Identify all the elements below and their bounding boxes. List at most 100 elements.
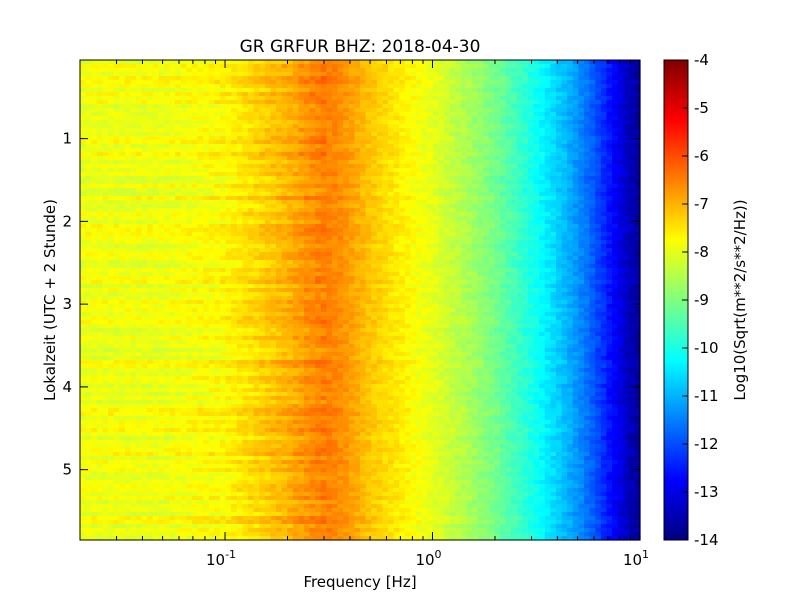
heatmap-cell bbox=[225, 124, 232, 129]
heatmap-cell bbox=[113, 80, 120, 85]
heatmap-cell bbox=[522, 100, 529, 105]
heatmap-cell bbox=[595, 152, 602, 157]
heatmap-cell bbox=[528, 152, 535, 157]
heatmap-cell bbox=[203, 148, 210, 153]
heatmap-cell bbox=[164, 108, 171, 113]
heatmap-cell bbox=[584, 212, 591, 217]
heatmap-cell bbox=[438, 232, 445, 237]
heatmap-cell bbox=[292, 100, 299, 105]
heatmap-cell bbox=[477, 156, 484, 161]
heatmap-cell bbox=[180, 212, 187, 217]
heatmap-cell bbox=[623, 180, 630, 185]
heatmap-cell bbox=[124, 164, 131, 169]
heatmap-cell bbox=[584, 100, 591, 105]
heatmap-cell bbox=[427, 132, 434, 137]
heatmap-cell bbox=[516, 192, 523, 197]
heatmap-cell bbox=[253, 192, 260, 197]
heatmap-cell bbox=[623, 212, 630, 217]
heatmap-cell bbox=[376, 140, 383, 145]
heatmap-cell bbox=[360, 136, 367, 141]
heatmap-cell bbox=[320, 112, 327, 117]
heatmap-cell bbox=[91, 136, 98, 141]
heatmap-cell bbox=[544, 64, 551, 69]
heatmap-cell bbox=[96, 176, 103, 181]
heatmap-cell bbox=[376, 200, 383, 205]
heatmap-cell bbox=[410, 120, 417, 125]
heatmap-cell bbox=[365, 220, 372, 225]
heatmap-cell bbox=[427, 216, 434, 221]
heatmap-cell bbox=[231, 152, 238, 157]
heatmap-cell bbox=[253, 148, 260, 153]
heatmap-cell bbox=[326, 176, 333, 181]
heatmap-cell bbox=[326, 224, 333, 229]
heatmap-cell bbox=[567, 112, 574, 117]
heatmap-cell bbox=[634, 180, 641, 185]
heatmap-cell bbox=[539, 144, 546, 149]
heatmap-cell bbox=[584, 184, 591, 189]
heatmap-cell bbox=[488, 116, 495, 121]
heatmap-cell bbox=[102, 220, 109, 225]
heatmap-cell bbox=[511, 204, 518, 209]
heatmap-cell bbox=[102, 72, 109, 77]
heatmap-cell bbox=[276, 248, 283, 253]
heatmap-cell bbox=[365, 224, 372, 229]
heatmap-cell bbox=[248, 232, 255, 237]
heatmap-cell bbox=[113, 92, 120, 97]
heatmap-cell bbox=[606, 108, 613, 113]
heatmap-cell bbox=[533, 176, 540, 181]
heatmap-cell bbox=[544, 204, 551, 209]
heatmap-cell bbox=[96, 196, 103, 201]
heatmap-cell bbox=[623, 248, 630, 253]
heatmap-cell bbox=[287, 72, 294, 77]
heatmap-cell bbox=[124, 120, 131, 125]
heatmap-cell bbox=[528, 240, 535, 245]
heatmap-cell bbox=[516, 84, 523, 89]
heatmap-cell bbox=[220, 72, 227, 77]
heatmap-cell bbox=[96, 188, 103, 193]
heatmap-cell bbox=[348, 96, 355, 101]
heatmap-cell bbox=[203, 100, 210, 105]
heatmap-cell bbox=[544, 136, 551, 141]
heatmap-cell bbox=[119, 112, 126, 117]
heatmap-cell bbox=[113, 120, 120, 125]
heatmap-cell bbox=[421, 212, 428, 217]
heatmap-cell bbox=[623, 108, 630, 113]
heatmap-cell bbox=[595, 68, 602, 73]
heatmap-cell bbox=[567, 76, 574, 81]
heatmap-cell bbox=[511, 140, 518, 145]
heatmap-cell bbox=[337, 180, 344, 185]
heatmap-cell bbox=[567, 104, 574, 109]
heatmap-cell bbox=[606, 196, 613, 201]
heatmap-cell bbox=[248, 124, 255, 129]
heatmap-cell bbox=[516, 228, 523, 233]
heatmap-cell bbox=[539, 152, 546, 157]
heatmap-cell bbox=[410, 160, 417, 165]
heatmap-cell bbox=[488, 60, 495, 65]
heatmap-cell bbox=[309, 124, 316, 129]
heatmap-cell bbox=[376, 184, 383, 189]
heatmap-cell bbox=[348, 100, 355, 105]
heatmap-cell bbox=[550, 136, 557, 141]
heatmap-cell bbox=[500, 72, 507, 77]
heatmap-cell bbox=[292, 80, 299, 85]
heatmap-cell bbox=[248, 132, 255, 137]
heatmap-cell bbox=[281, 200, 288, 205]
heatmap-cell bbox=[220, 220, 227, 225]
heatmap-cell bbox=[606, 184, 613, 189]
heatmap-cell bbox=[348, 84, 355, 89]
heatmap-cell bbox=[600, 148, 607, 153]
heatmap-cell bbox=[287, 88, 294, 93]
heatmap-cell bbox=[248, 72, 255, 77]
heatmap-cell bbox=[281, 76, 288, 81]
heatmap-cell bbox=[320, 176, 327, 181]
heatmap-cell bbox=[348, 148, 355, 153]
heatmap-cell bbox=[91, 184, 98, 189]
heatmap-cell bbox=[438, 140, 445, 145]
heatmap-cell bbox=[354, 224, 361, 229]
heatmap-cell bbox=[326, 128, 333, 133]
heatmap-cell bbox=[259, 168, 266, 173]
heatmap-cell bbox=[416, 216, 423, 221]
heatmap-cell bbox=[511, 84, 518, 89]
heatmap-cell bbox=[500, 172, 507, 177]
heatmap-cell bbox=[315, 248, 322, 253]
